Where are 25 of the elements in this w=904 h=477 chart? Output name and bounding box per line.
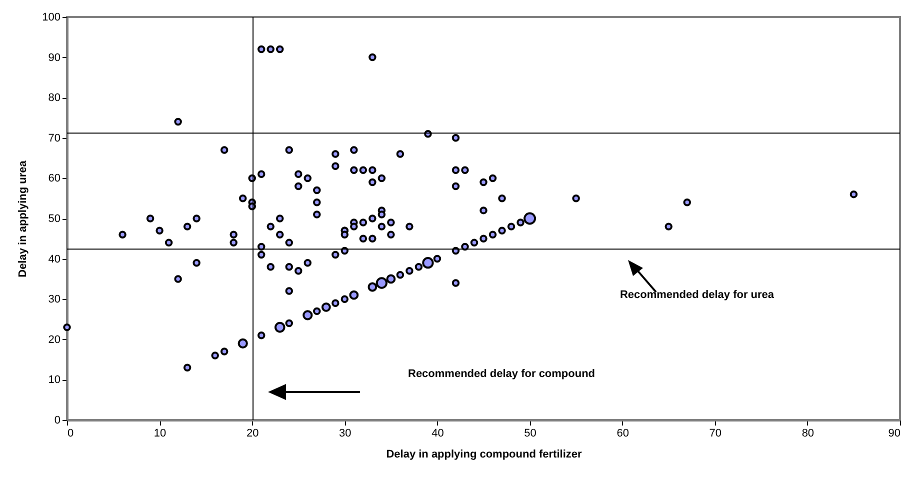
annotation: Recommended delay for urea: [620, 289, 775, 301]
y-tick-label: 90: [48, 52, 60, 64]
x-tick-label: 40: [432, 428, 444, 440]
x-tick-label: 70: [709, 428, 722, 440]
x-tick-label: 30: [339, 428, 352, 440]
y-tick-label: 40: [48, 253, 60, 266]
x-tick-label: 60: [616, 428, 629, 440]
y-tick-label: 20: [48, 334, 60, 346]
y-tick-label: 10: [48, 374, 60, 386]
x-tick-label: 10: [154, 428, 166, 440]
annotation: Recommended delay for compound: [408, 368, 596, 380]
x-tick-label: 20: [246, 428, 259, 440]
y-tick-label: 50: [48, 213, 60, 225]
y-tick-label: 60: [48, 172, 60, 185]
y-axis-title: Delay in applying urea: [17, 160, 30, 278]
y-tick-label: 30: [48, 294, 60, 306]
y-tick-label: 100: [42, 12, 60, 24]
x-tick-label: 0: [68, 428, 74, 440]
y-tick-label: 70: [48, 132, 60, 144]
x-tick-label: 50: [524, 428, 536, 440]
y-tick-label: 0: [54, 414, 60, 426]
x-tick-label: 90: [888, 428, 900, 440]
y-tick-label: 80: [48, 92, 60, 104]
x-axis-title: Delay in applying compound fertilizer: [386, 448, 583, 460]
x-tick-label: 80: [802, 428, 814, 440]
